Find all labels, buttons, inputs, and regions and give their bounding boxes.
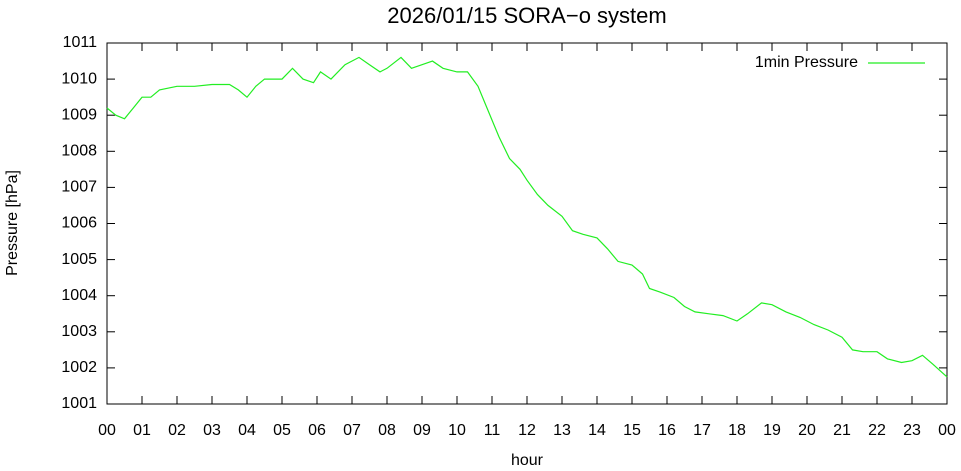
x-axis-label: hour: [511, 452, 544, 469]
y-tick-label: 1004: [61, 287, 97, 304]
x-tick-label: 20: [798, 422, 816, 439]
x-tick-label: 13: [553, 422, 571, 439]
x-tick-label: 12: [518, 422, 536, 439]
x-tick-label: 02: [168, 422, 186, 439]
y-tick-label: 1001: [61, 395, 97, 412]
x-tick-label: 15: [623, 422, 641, 439]
y-tick-label: 1005: [61, 251, 97, 268]
y-tick-label: 1010: [61, 70, 97, 87]
x-tick-label: 17: [693, 422, 711, 439]
x-tick-label: 00: [98, 422, 116, 439]
x-tick-label: 08: [378, 422, 396, 439]
y-tick-label: 1009: [61, 106, 97, 123]
y-tick-label: 1002: [61, 359, 97, 376]
x-tick-label: 05: [273, 422, 291, 439]
legend-label: 1min Pressure: [755, 54, 858, 71]
data-line: [106, 56, 948, 378]
x-tick-label: 18: [728, 422, 746, 439]
y-tick-label: 1011: [63, 34, 98, 51]
chart-title: 2026/01/15 SORA−o system: [387, 3, 666, 28]
y-tick-label: 1007: [61, 179, 97, 196]
y-axis-label: Pressure [hPa]: [4, 170, 21, 276]
x-tick-label: 04: [238, 422, 256, 439]
x-tick-label: 10: [448, 422, 466, 439]
x-tick-label: 07: [343, 422, 361, 439]
x-tick-label: 14: [588, 422, 606, 439]
x-tick-label: 22: [868, 422, 886, 439]
x-tick-label: 23: [903, 422, 921, 439]
x-tick-label: 06: [308, 422, 326, 439]
y-tick-label: 1003: [61, 323, 97, 340]
x-tick-label: 00: [938, 422, 956, 439]
x-tick-label: 16: [658, 422, 676, 439]
y-tick-label: 1006: [61, 215, 97, 232]
x-tick-label: 01: [133, 422, 151, 439]
x-tick-label: 03: [203, 422, 221, 439]
x-tick-label: 21: [833, 422, 851, 439]
x-tick-label: 11: [484, 422, 501, 439]
x-tick-label: 19: [763, 422, 781, 439]
plot-frame: [106, 42, 948, 405]
y-tick-label: 1008: [61, 143, 97, 160]
x-tick-label: 09: [413, 422, 431, 439]
